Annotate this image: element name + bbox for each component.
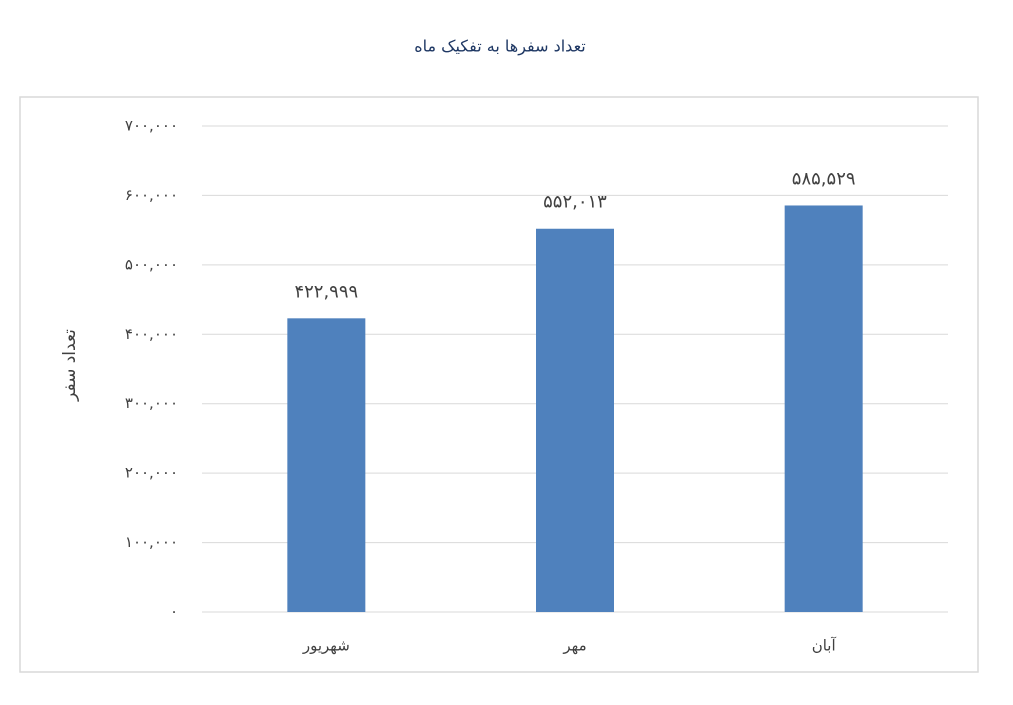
x-tick-label: مهر [562,637,586,655]
y-axis-label: تعداد سفر [60,329,80,402]
data-label: ۵۸۵,۵۲۹ [792,168,856,189]
y-tick-label: ۳۰۰,۰۰۰ [125,394,178,412]
y-tick-label: ۱۰۰,۰۰۰ [125,533,178,551]
bar [784,205,863,612]
x-tick-label: آبان [812,637,837,655]
data-label: ۵۵۲,۰۱۳ [543,192,607,213]
x-tick-label: شهریور [302,637,350,655]
chart-frame [19,96,979,673]
y-tick-label: ۲۰۰,۰۰۰ [125,464,178,482]
bar [536,228,614,613]
data-label: ۴۲۲,۹۹۹ [294,281,358,302]
y-tick-label: ۶۰۰,۰۰۰ [125,186,178,204]
y-tick-label: ۰ [170,603,178,621]
bar [287,318,366,612]
y-tick-label: ۵۰۰,۰۰۰ [125,255,178,273]
chart-title: تعداد سفرها به تفکیک ماه [414,37,586,57]
y-tick-label: ۷۰۰,۰۰۰ [125,117,178,135]
y-tick-label: ۴۰۰,۰۰۰ [125,325,178,343]
